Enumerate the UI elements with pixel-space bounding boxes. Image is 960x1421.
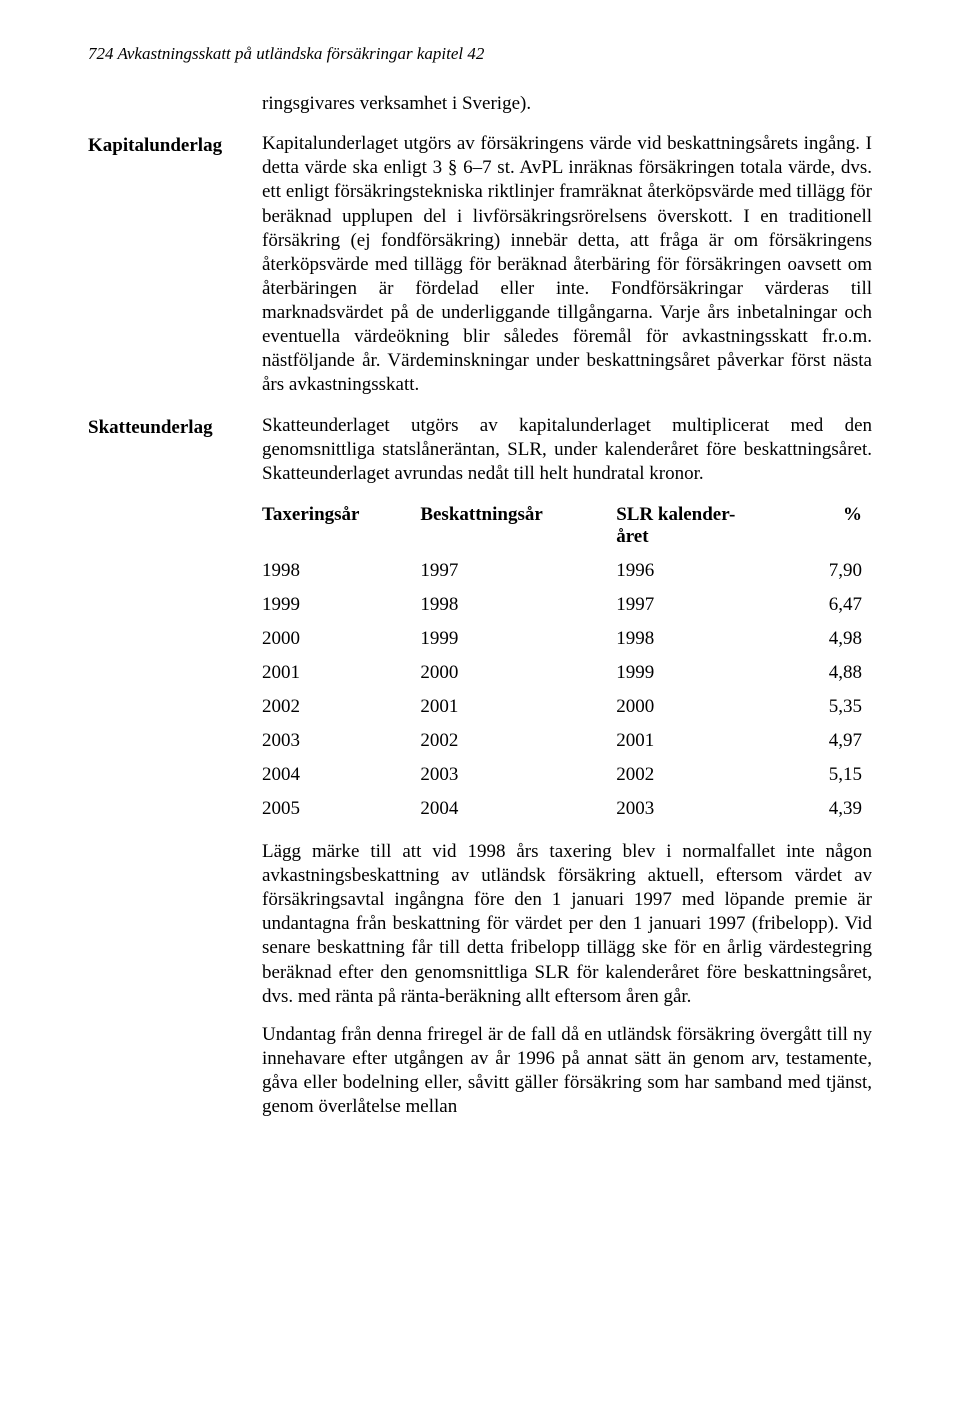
table-cell: 2000 [616, 690, 807, 724]
trailing-paragraph-2: Undantag från denna friregel är de fall … [262, 1023, 872, 1120]
table-cell: 1998 [420, 588, 616, 622]
table-cell: 4,88 [807, 656, 872, 690]
kapitalunderlag-row: Kapitalunderlag Kapitalunderlaget utgörs… [88, 132, 872, 411]
table-cell: 4,39 [807, 792, 872, 826]
margin-label-kapitalunderlag: Kapitalunderlag [88, 132, 252, 158]
lead-paragraph: ringsgivares verksamhet i Sverige). [262, 92, 872, 116]
table-cell: 4,98 [807, 622, 872, 656]
table-cell: 2003 [420, 758, 616, 792]
table-cell: 4,97 [807, 724, 872, 758]
table-cell: 2000 [262, 622, 420, 656]
table-cell: 1998 [616, 622, 807, 656]
page: 724 Avkastningsskatt på utländska försäk… [0, 0, 960, 1421]
table-cell: 1996 [616, 554, 807, 588]
col-percent: % [807, 500, 872, 554]
table-cell: 2001 [262, 656, 420, 690]
table-cell: 2002 [616, 758, 807, 792]
table-cell: 1999 [262, 588, 420, 622]
table-cell: 2000 [420, 656, 616, 690]
table-cell: 2002 [262, 690, 420, 724]
table-cell: 2001 [616, 724, 807, 758]
table-cell: 2004 [420, 792, 616, 826]
table-cell: 5,15 [807, 758, 872, 792]
table-cell: 1999 [616, 656, 807, 690]
table-cell: 6,47 [807, 588, 872, 622]
table-row: 1998199719967,90 [262, 554, 872, 588]
col-beskattningsar: Beskattningsår [420, 500, 616, 554]
table-cell: 1997 [420, 554, 616, 588]
table-row: 2005200420034,39 [262, 792, 872, 826]
table-cell: 2005 [262, 792, 420, 826]
skatteunderlag-paragraph: Skatteunderlaget utgörs av kapitalunderl… [262, 414, 872, 486]
table-row: 2004200320025,15 [262, 758, 872, 792]
table-row: 2002200120005,35 [262, 690, 872, 724]
table-cell: 1998 [262, 554, 420, 588]
table-cell: 2003 [262, 724, 420, 758]
lead-row: ringsgivares verksamhet i Sverige). [88, 92, 872, 130]
table-cell: 2004 [262, 758, 420, 792]
running-head: 724 Avkastningsskatt på utländska försäk… [88, 44, 872, 64]
table-row: 2003200220014,97 [262, 724, 872, 758]
trailing-paragraph-1: Lägg märke till att vid 1998 års taxerin… [262, 840, 872, 1009]
table-cell: 2001 [420, 690, 616, 724]
table-row: 2001200019994,88 [262, 656, 872, 690]
table-row: 1999199819976,47 [262, 588, 872, 622]
table-cell: 2002 [420, 724, 616, 758]
table-cell: 7,90 [807, 554, 872, 588]
col-taxeringsar: Taxeringsår [262, 500, 420, 554]
col-slr: SLR kalender- året [616, 500, 807, 554]
skatteunderlag-row: Skatteunderlag Skatteunderlaget utgörs a… [88, 414, 872, 1134]
table-cell: 5,35 [807, 690, 872, 724]
margin-label-skatteunderlag: Skatteunderlag [88, 414, 252, 440]
table-cell: 1999 [420, 622, 616, 656]
table-cell: 1997 [616, 588, 807, 622]
table-cell: 2003 [616, 792, 807, 826]
table-row: 2000199919984,98 [262, 622, 872, 656]
kapitalunderlag-paragraph: Kapitalunderlaget utgörs av försäkringen… [262, 132, 872, 397]
slr-table: Taxeringsår Beskattningsår SLR kalender-… [262, 500, 872, 826]
table-header-row: Taxeringsår Beskattningsår SLR kalender-… [262, 500, 872, 554]
